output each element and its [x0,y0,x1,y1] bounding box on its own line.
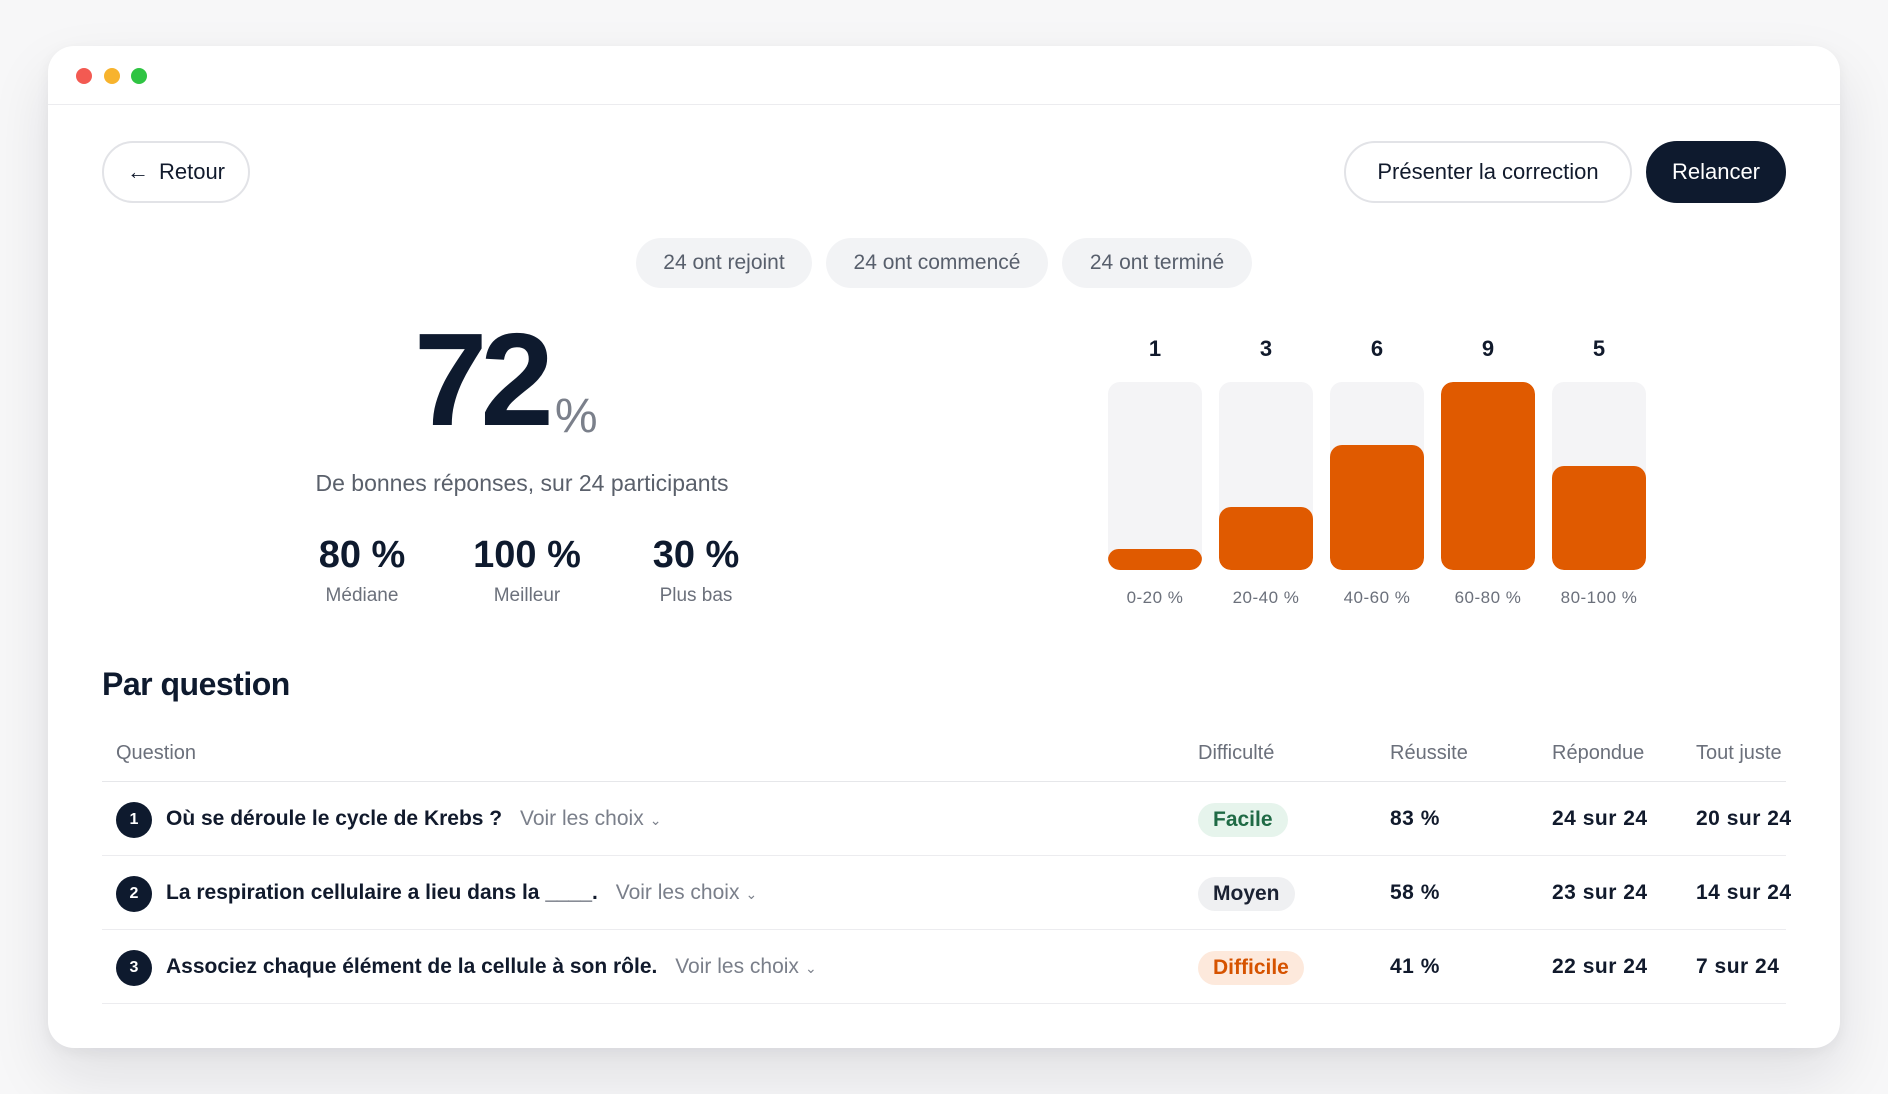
histogram-track [1219,382,1313,570]
success-rate: 83 % [1390,807,1440,830]
see-choices-toggle[interactable]: Voir les choix ⌄ [616,881,757,904]
present-correction-button[interactable]: Présenter la correction [1344,141,1632,203]
question-text: Où se déroule le cycle de Krebs ? Voir l… [166,807,661,831]
column-header-correct[interactable]: Tout juste [1696,742,1782,764]
close-window-dot[interactable] [76,68,92,84]
histogram-count-label: 6 [1370,336,1384,361]
chevron-down-icon: ⌄ [649,812,662,828]
histogram-track [1441,382,1535,570]
answered-count: 24 sur 24 [1552,807,1648,830]
histogram-range-label: 20-40 % [1232,588,1300,607]
histogram-range-label: 80-100 % [1560,588,1638,607]
question-label: Associez chaque élément de la cellule à … [166,955,658,978]
present-correction-label: Présenter la correction [1377,159,1599,184]
histogram-bar [1552,466,1646,570]
histogram-bar [1330,445,1424,570]
relaunch-label: Relancer [1671,159,1761,184]
median-label: Médiane [325,585,399,606]
best-label: Meilleur [493,585,561,606]
question-number-badge: 2 [116,876,152,912]
score-distribution-chart: 1 0-20 % 3 20-40 % 6 40-60 % 9 60-80 % 5 80-100 % [1108,336,1668,666]
difficulty-badge: Moyen [1198,877,1295,911]
lowest-label: Plus bas [659,585,733,606]
minimize-window-dot[interactable] [104,68,120,84]
relaunch-button[interactable]: Relancer [1646,141,1786,203]
chevron-down-icon: ⌄ [804,960,817,976]
joined-count-pill: 24 ont rejoint [636,238,812,288]
question-number-badge: 3 [116,950,152,986]
correct-count: 20 sur 24 [1696,807,1792,830]
see-choices-label: Voir les choix [615,881,740,904]
started-count-pill: 24 ont commencé [826,238,1048,288]
difficulty-badge: Difficile [1198,951,1304,985]
back-button-label: Retour [158,159,226,184]
histogram-count-label: 1 [1148,336,1162,361]
see-choices-toggle[interactable]: Voir les choix ⌄ [675,955,816,978]
see-choices-label: Voir les choix [675,955,799,978]
histogram-track [1330,382,1424,570]
histogram-bar [1219,507,1313,570]
histogram-count-label: 9 [1481,336,1495,361]
histogram-count-label: 5 [1592,336,1606,361]
average-score: 72 % [414,314,598,446]
column-header-difficulty[interactable]: Difficulté [1198,742,1275,764]
questions-table: Question Difficulté Réussite Répondue To… [102,726,1791,1004]
correct-count: 7 sur 24 [1696,955,1780,978]
success-rate: 58 % [1390,881,1440,904]
median-stat: 80 % Médiane [298,534,426,607]
correct-count: 14 sur 24 [1696,881,1792,904]
see-choices-label: Voir les choix [519,807,644,830]
title-bar [48,46,1840,105]
answered-count: 23 sur 24 [1552,881,1648,904]
histogram-range-label: 40-60 % [1343,588,1411,607]
section-title-per-question: Par question [102,666,290,702]
histogram-count-label: 3 [1259,336,1273,361]
finished-count-pill: 24 ont terminé [1062,238,1252,288]
column-header-success[interactable]: Réussite [1390,742,1468,764]
score-caption: De bonnes réponses, sur 24 participants [315,470,729,496]
histogram-track [1108,382,1202,570]
histogram-bar [1108,549,1202,570]
back-button[interactable]: ← Retour [102,141,250,203]
table-header: Question Difficulté Réussite Répondue To… [102,726,1786,782]
table-row[interactable]: 3 Associez chaque élément de la cellule … [102,930,1786,1004]
see-choices-toggle[interactable]: Voir les choix ⌄ [520,807,661,830]
average-score-value: 72 [414,306,554,453]
histogram-bar [1441,382,1535,570]
column-header-question: Question [116,742,197,764]
lowest-value: 30 % [652,534,740,576]
histogram-range-label: 0-20 % [1126,588,1184,607]
maximize-window-dot[interactable] [131,68,147,84]
success-rate: 41 % [1390,955,1440,978]
question-text: Associez chaque élément de la cellule à … [166,955,817,979]
difficulty-badge: Facile [1198,803,1288,837]
chevron-down-icon: ⌄ [745,886,758,902]
table-row[interactable]: 1 Où se déroule le cycle de Krebs ? Voir… [102,782,1791,856]
column-header-answered[interactable]: Répondue [1552,742,1645,764]
histogram-track [1552,382,1646,570]
arrow-left-icon: ← [126,159,149,184]
histogram-range-label: 60-80 % [1454,588,1522,607]
app-window: ← Retour Présenter la correction Relance… [48,46,1840,1048]
question-number-badge: 1 [116,802,152,838]
question-text: La respiration cellulaire a lieu dans la… [166,881,757,905]
table-row[interactable]: 2 La respiration cellulaire a lieu dans … [102,856,1791,930]
average-score-unit: % [554,390,598,443]
best-value: 100 % [473,534,581,576]
best-stat: 100 % Meilleur [452,534,602,607]
question-label: Où se déroule le cycle de Krebs ? [166,807,503,830]
median-value: 80 % [318,534,406,576]
lowest-stat: 30 % Plus bas [626,534,766,607]
question-label: La respiration cellulaire a lieu dans la… [166,881,598,904]
answered-count: 22 sur 24 [1552,955,1648,978]
